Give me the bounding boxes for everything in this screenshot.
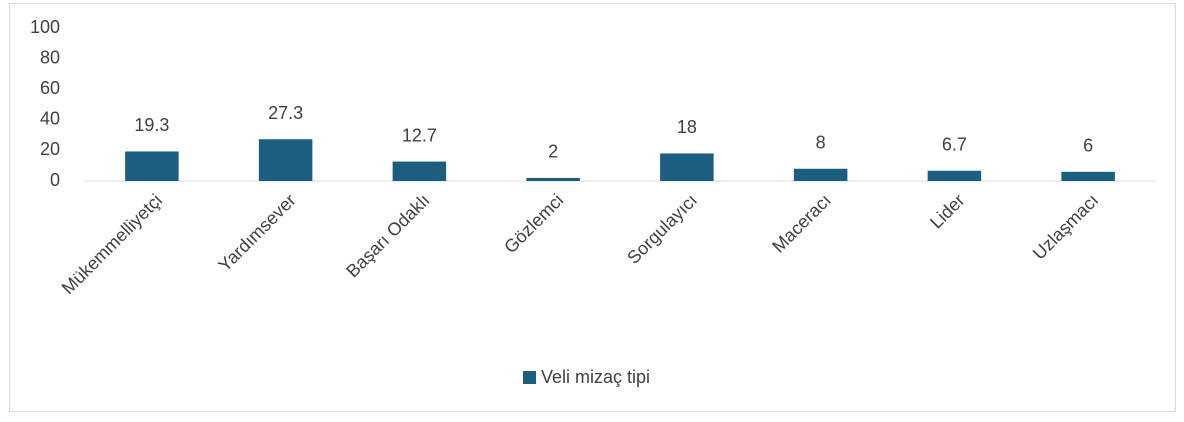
y-tick-label: 20 bbox=[40, 139, 60, 159]
bar bbox=[392, 161, 447, 181]
y-tick-label: 40 bbox=[40, 109, 60, 129]
bar bbox=[927, 170, 982, 181]
data-label: 18 bbox=[677, 117, 697, 137]
data-label: 8 bbox=[816, 133, 826, 153]
bar bbox=[660, 153, 714, 181]
data-label: 2 bbox=[548, 142, 558, 162]
bar bbox=[526, 177, 580, 181]
legend-swatch bbox=[523, 371, 536, 384]
data-label: 6.7 bbox=[942, 134, 967, 154]
data-label: 6 bbox=[1083, 136, 1093, 156]
bar bbox=[125, 151, 179, 181]
bar bbox=[1061, 171, 1115, 181]
y-tick-label: 0 bbox=[50, 170, 60, 190]
bar bbox=[793, 168, 848, 181]
bar bbox=[258, 139, 313, 181]
data-label: 27.3 bbox=[268, 103, 303, 123]
data-label: 19.3 bbox=[134, 115, 169, 135]
chart-border bbox=[9, 3, 1176, 412]
y-tick-label: 60 bbox=[40, 78, 60, 98]
legend-label: Veli mizaç tipi bbox=[541, 367, 650, 387]
y-tick-label: 100 bbox=[30, 17, 60, 37]
y-tick-label: 80 bbox=[40, 47, 60, 67]
data-label: 12.7 bbox=[402, 125, 437, 145]
